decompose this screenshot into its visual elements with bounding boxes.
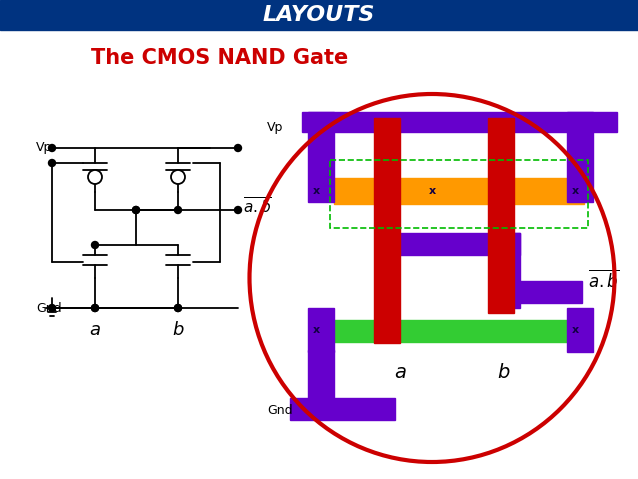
Text: LAYOUTS: LAYOUTS <box>263 5 375 25</box>
Circle shape <box>88 170 102 184</box>
Bar <box>567 112 593 202</box>
Text: $a$: $a$ <box>89 321 101 339</box>
Text: $\overline{a.b}$: $\overline{a.b}$ <box>588 269 619 291</box>
Bar <box>308 350 334 402</box>
Text: $b$: $b$ <box>172 321 184 339</box>
Circle shape <box>175 305 181 311</box>
Text: Vp: Vp <box>36 141 52 155</box>
Bar <box>330 160 588 228</box>
Bar <box>567 308 593 352</box>
Text: x: x <box>572 325 579 335</box>
Bar <box>0 0 638 30</box>
Bar <box>494 281 582 303</box>
Bar <box>488 118 514 313</box>
Text: $b$: $b$ <box>497 364 511 383</box>
Bar <box>334 320 584 342</box>
Text: x: x <box>572 186 579 196</box>
Text: The CMOS NAND Gate: The CMOS NAND Gate <box>91 48 348 68</box>
Circle shape <box>91 241 98 249</box>
Circle shape <box>175 206 181 214</box>
Text: Vp: Vp <box>267 121 283 134</box>
Circle shape <box>48 160 56 167</box>
Text: Gnd: Gnd <box>267 403 293 417</box>
Bar <box>290 398 395 420</box>
Circle shape <box>133 206 140 214</box>
Text: x: x <box>313 186 320 196</box>
Bar <box>334 178 584 204</box>
Circle shape <box>133 206 140 214</box>
Bar <box>400 233 520 255</box>
Bar <box>374 118 400 343</box>
Circle shape <box>171 170 185 184</box>
Text: $a$: $a$ <box>394 364 406 383</box>
Bar <box>308 112 334 202</box>
Circle shape <box>175 305 181 311</box>
Text: x: x <box>429 186 436 196</box>
Text: Gnd: Gnd <box>36 301 62 315</box>
Circle shape <box>91 305 98 311</box>
Bar <box>308 308 334 352</box>
Circle shape <box>48 145 56 151</box>
Circle shape <box>91 305 98 311</box>
Bar <box>494 233 520 308</box>
Text: $\overline{a.b}$: $\overline{a.b}$ <box>243 197 272 217</box>
Circle shape <box>235 206 242 214</box>
Bar <box>302 112 617 132</box>
Circle shape <box>48 305 56 311</box>
Circle shape <box>235 145 242 151</box>
Text: x: x <box>313 325 320 335</box>
